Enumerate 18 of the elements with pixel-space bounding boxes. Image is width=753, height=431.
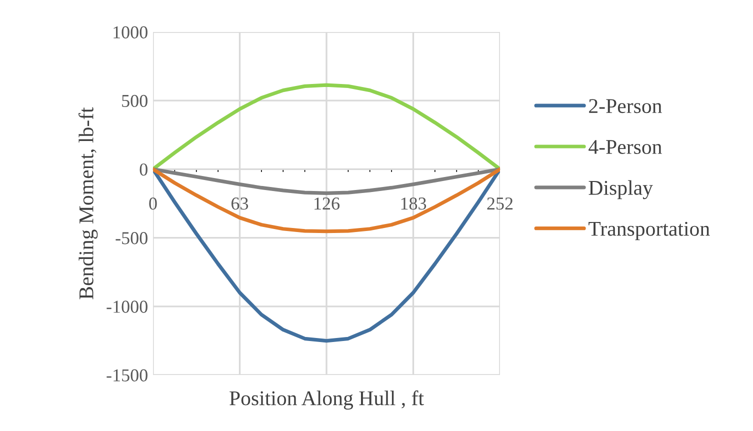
line-series xyxy=(153,167,500,196)
y-tick-label: -500 xyxy=(116,232,148,244)
legend-label: Transportation xyxy=(588,222,710,240)
y-tick-label: -1000 xyxy=(106,300,148,313)
y-axis-title: Bending Moment, lb-ft xyxy=(78,107,98,300)
legend-label: Display xyxy=(588,180,653,200)
x-tick-label: 183 xyxy=(401,198,426,210)
y-tick-label: -1500 xyxy=(106,369,148,382)
x-axis-title: Position Along Hull , ft xyxy=(230,390,424,410)
y-tick-label: 1000 xyxy=(114,26,148,38)
legend-label: 2-Person xyxy=(589,99,662,114)
y-tick-label: 500 xyxy=(122,94,148,108)
x-tick-label: 63 xyxy=(232,198,248,210)
x-tick-label: 126 xyxy=(314,198,340,210)
x-tick-label: 0 xyxy=(149,198,157,210)
y-tick-label: 0 xyxy=(140,163,148,176)
x-tick-label: 252 xyxy=(487,198,513,210)
legend-label: 4-Person xyxy=(588,140,662,154)
